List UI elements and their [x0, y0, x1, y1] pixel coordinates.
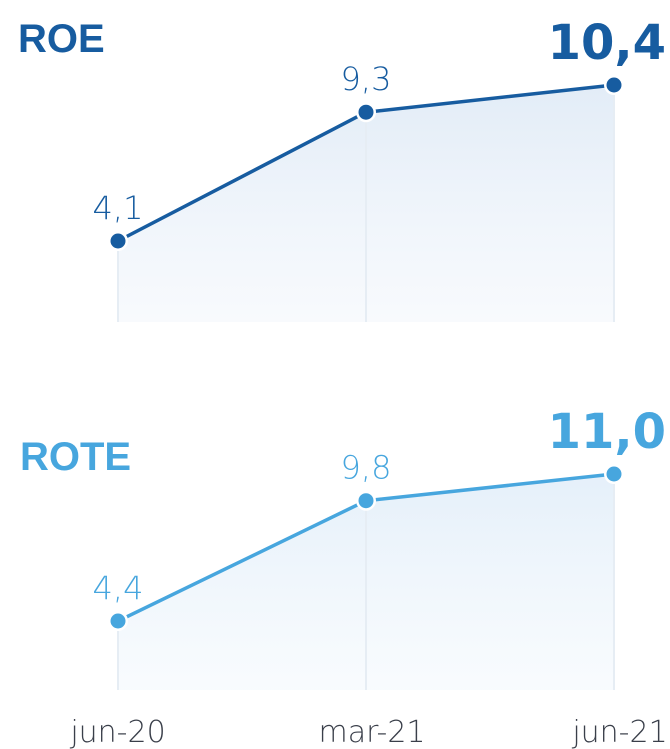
x-tick-label: jun-20 — [69, 715, 165, 749]
roe-title: ROE — [18, 17, 105, 61]
data-point — [358, 104, 374, 120]
rote-chart: 4,4 9,8 11,0 — [93, 404, 666, 690]
data-point — [110, 233, 126, 249]
roe-chart: 4,1 9,3 10,4 — [93, 15, 666, 322]
data-label: 11,0 — [548, 404, 666, 460]
data-label: 10,4 — [548, 15, 666, 71]
data-label: 4,4 — [93, 569, 144, 607]
x-tick-label: mar-21 — [318, 715, 425, 749]
data-label: 9,8 — [341, 449, 392, 487]
x-tick-label: jun-21 — [571, 715, 667, 749]
rote-title: ROTE — [20, 435, 131, 479]
data-point — [606, 466, 622, 482]
data-point — [358, 493, 374, 509]
data-point — [606, 77, 622, 93]
data-label: 9,3 — [341, 60, 392, 98]
data-label: 4,1 — [93, 189, 144, 227]
data-point — [110, 613, 126, 629]
